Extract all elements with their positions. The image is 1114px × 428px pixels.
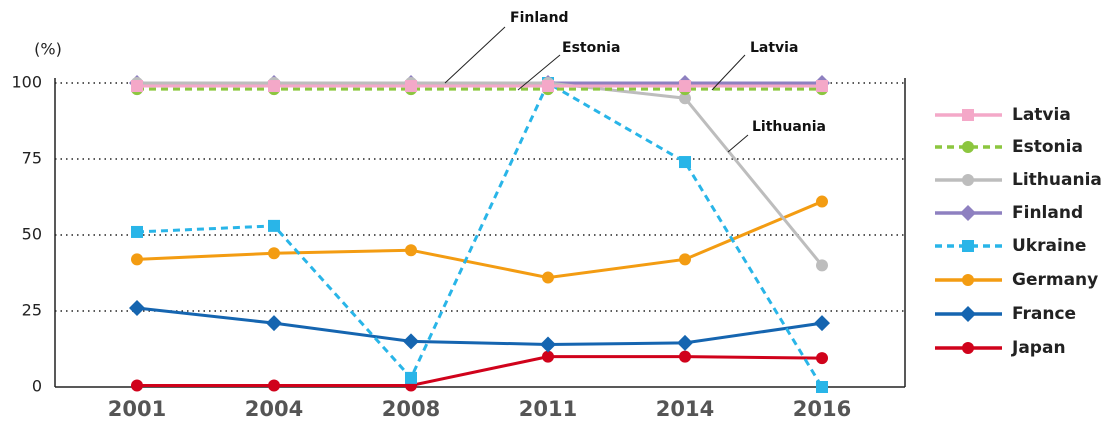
marker	[960, 205, 976, 221]
marker	[960, 306, 976, 322]
marker	[962, 274, 974, 286]
marker	[962, 342, 974, 354]
y-tick-label: 50	[22, 225, 42, 244]
legend-label: Germany	[1012, 270, 1098, 290]
series-line	[137, 355, 823, 387]
x-tick-label: 2011	[519, 397, 577, 421]
annotation: Latvia	[750, 40, 798, 56]
marker	[131, 253, 143, 266]
marker	[405, 371, 417, 384]
x-tick-label: 2004	[245, 397, 303, 421]
marker	[131, 80, 143, 93]
marker	[403, 333, 419, 350]
series	[131, 195, 828, 284]
legend-label: Ukraine	[1012, 236, 1086, 256]
legend-label: Finland	[1012, 203, 1083, 223]
marker	[816, 352, 828, 365]
annotation: Estonia	[562, 40, 620, 56]
series	[131, 80, 828, 93]
x-tick-label: 2016	[793, 397, 851, 421]
y-tick-label: 100	[11, 73, 42, 92]
x-tick-label: 2008	[382, 397, 440, 421]
marker	[268, 219, 280, 232]
marker	[131, 225, 143, 238]
marker	[405, 244, 417, 257]
annotation-leader	[444, 26, 506, 84]
annotation-leader	[727, 134, 749, 153]
marker	[268, 80, 280, 93]
marker	[814, 315, 830, 332]
marker	[962, 109, 974, 121]
x-tick-label: 2014	[656, 397, 714, 421]
series	[131, 350, 828, 392]
series	[129, 299, 830, 353]
legend-label: Lithuania	[1012, 170, 1102, 190]
series-line	[137, 81, 824, 267]
marker	[131, 379, 143, 392]
marker	[962, 240, 974, 252]
y-tick-label: 0	[32, 377, 42, 396]
marker	[405, 80, 417, 93]
legend-label: Japan	[1011, 338, 1066, 358]
marker	[679, 92, 691, 105]
series-line	[136, 306, 823, 346]
annotation: Lithuania	[752, 119, 826, 135]
annotation-leader	[517, 54, 561, 91]
marker	[268, 379, 280, 392]
marker	[816, 195, 828, 208]
marker	[540, 336, 556, 353]
y-tick-label: 75	[22, 149, 42, 168]
marker	[962, 174, 974, 186]
marker	[816, 259, 828, 272]
marker	[679, 253, 691, 266]
marker	[816, 381, 828, 393]
marker	[266, 315, 282, 332]
marker	[816, 80, 828, 93]
annotation: Finland	[510, 10, 569, 26]
marker	[542, 350, 554, 363]
marker	[268, 247, 280, 260]
legend-label: France	[1012, 304, 1076, 324]
x-tick-label: 2001	[108, 397, 166, 421]
marker	[129, 299, 145, 316]
marker	[542, 271, 554, 284]
series-line	[136, 80, 824, 388]
marker	[679, 156, 691, 169]
legend-label: Latvia	[1012, 105, 1071, 125]
marker	[677, 334, 693, 351]
annotation-leader	[711, 54, 746, 91]
y-axis-label: (%)	[34, 40, 62, 59]
series-line	[136, 200, 823, 280]
marker	[679, 350, 691, 363]
marker	[962, 141, 974, 153]
marker	[542, 80, 554, 93]
y-tick-label: 25	[22, 301, 42, 320]
marker	[679, 80, 691, 93]
legend-label: Estonia	[1012, 137, 1083, 157]
